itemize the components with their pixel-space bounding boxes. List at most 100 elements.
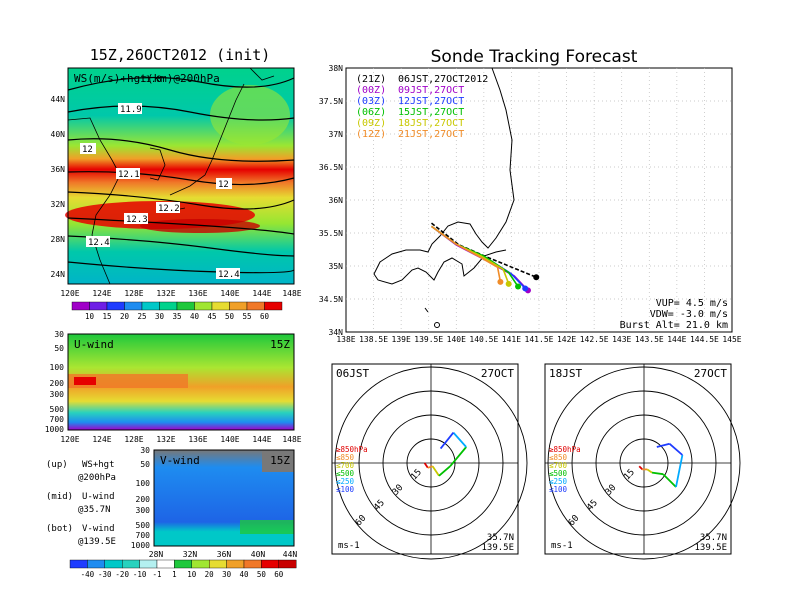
level-legend: ≤500 (336, 469, 355, 478)
colorbar-label: -10 (133, 570, 147, 579)
forecast-gridlines (346, 68, 732, 332)
p-tick: 200 (136, 495, 151, 504)
p-tick: 500 (50, 405, 65, 414)
vwind-panel: V-wind 15Z (153, 449, 295, 547)
lat-tick: 32N (183, 550, 198, 559)
launch-utc: (12Z) (356, 129, 386, 140)
hodograph-segment (452, 432, 467, 448)
forecast-map: (21Z) 06JST,27OCT2012 (00Z) 09JST,27OCT (03Z… (345, 67, 733, 333)
colorbar-swatch (156, 559, 175, 569)
hodograph-segment (651, 471, 664, 476)
uwind-p-ticks: 30 50 100 200 300 500 700 1000 (45, 330, 64, 434)
lon-tick: 128E (124, 435, 143, 444)
lat-tick: 28N (51, 235, 66, 244)
colorbar-swatch (229, 301, 248, 311)
colorbar-label: 25 (137, 312, 146, 321)
colorbar-label: -30 (98, 570, 112, 579)
lat-tick: 35N (329, 262, 344, 271)
uwind-time: 15Z (270, 338, 290, 351)
height-contours (67, 76, 295, 274)
colorbar-swatch (139, 559, 158, 569)
colorbar-swatch (174, 559, 192, 569)
colorbar-swatch (261, 559, 279, 569)
trajectory-line (431, 225, 502, 282)
ws-lon-ticks: 120E 124E 128E 132E 136E 140E 144E 148E (60, 289, 301, 298)
lat-tick: 40N (51, 130, 66, 139)
landing-point (497, 278, 504, 285)
hodograph-segment (669, 443, 683, 456)
vup-value: VUP= 4.5 m/s (656, 298, 728, 309)
contour-label-12-b: 12 (218, 180, 229, 190)
colorbar-label: 15 (102, 312, 111, 321)
lon-tick: 139E (392, 335, 411, 344)
colorbar-label: 45 (207, 312, 216, 321)
contour-label-12-4: 12.4 (88, 238, 110, 248)
colorbar-label: 40 (239, 570, 249, 579)
hodograph-date: 27OCT (694, 367, 727, 380)
launch-jst: 21JST,27OCT (398, 129, 464, 140)
launch-utc: (06Z) (356, 107, 386, 118)
level-legend: ≤700 (336, 461, 355, 470)
panel-legend: (up) WS+hgt @200hPa (mid) U-wind @35.7N … (46, 460, 116, 547)
lon-tick: 142.5E (580, 335, 609, 344)
forecast-lon-ticks: 138E 138.5E 139E 139.5E 140E 140.5E 141E 141.5E… (336, 335, 741, 344)
lon-tick: 140E (220, 289, 239, 298)
lon-tick: 120E (60, 289, 79, 298)
p-tick: 50 (54, 344, 64, 353)
station-lon: 139.5E (694, 543, 727, 553)
lat-tick: 28N (149, 550, 164, 559)
level-legend: ≥850hPa (549, 445, 581, 454)
legend-text-mid: U-wind (82, 492, 115, 502)
colorbar-swatch (121, 559, 140, 569)
level-legend: ≥850hPa (336, 445, 368, 454)
p-tick: 700 (50, 415, 65, 424)
hodograph-time: 18JST (549, 367, 582, 380)
level-legend: ≤250 (549, 477, 568, 486)
lon-tick: 145E (722, 335, 741, 344)
colorbar-label: 35 (172, 312, 181, 321)
contour-labels: 11.9 12 12.1 12 12.2 12.3 12.4 12.4 (80, 103, 240, 280)
lon-tick: 140E (220, 435, 239, 444)
wind-colorbar: -40 -30 -20 -10 -1 1 10 20 30 40 50 60 (69, 559, 297, 579)
station-lat: 35.7N (487, 533, 514, 543)
colorbar-label: 30 (222, 570, 232, 579)
speed-unit: ms-1 (338, 541, 360, 551)
level-legend: ≤700 (549, 461, 568, 470)
p-tick: 300 (50, 390, 65, 399)
landing-point (505, 280, 512, 287)
hodograph-segment (662, 473, 677, 488)
level-legend: ≤250 (336, 477, 355, 486)
lat-tick: 32N (51, 200, 66, 209)
colorbar-swatch (176, 301, 195, 311)
contour-label-12: 12 (82, 145, 93, 155)
trajectory-lines (431, 222, 540, 294)
lat-tick: 36.5N (319, 163, 343, 172)
launch-jst: 15JST,27OCT (398, 107, 464, 118)
colorbar-swatch (69, 559, 88, 569)
lon-tick: 148E (282, 435, 301, 444)
p-tick: 200 (50, 379, 65, 388)
p-tick: 1000 (45, 425, 64, 434)
p-tick: 1000 (131, 541, 150, 550)
legend-sub-mid: @35.7N (78, 505, 111, 515)
lat-tick: 36N (217, 550, 232, 559)
colorbar-swatch (71, 301, 90, 311)
lon-tick: 148E (282, 289, 301, 298)
lat-tick: 37N (329, 130, 344, 139)
colorbar-label: 30 (155, 312, 165, 321)
hodograph-segment (656, 442, 670, 448)
lat-tick: 44N (283, 550, 298, 559)
lon-tick: 143E (612, 335, 631, 344)
p-tick: 700 (136, 531, 151, 540)
lat-tick: 37.5N (319, 97, 343, 106)
hodograph-segment (646, 468, 653, 474)
lon-tick: 139.5E (414, 335, 443, 344)
contour-label-12-1: 12.1 (118, 170, 140, 180)
lat-tick: 35.5N (319, 229, 343, 238)
landing-point (522, 285, 529, 292)
ws-lat-ticks: 44N 40N 36N 32N 28N 24N (51, 95, 66, 279)
legend-key-up: (up) (46, 460, 68, 470)
lon-tick: 143.5E (635, 335, 664, 344)
level-legend: ≤850 (336, 453, 355, 462)
